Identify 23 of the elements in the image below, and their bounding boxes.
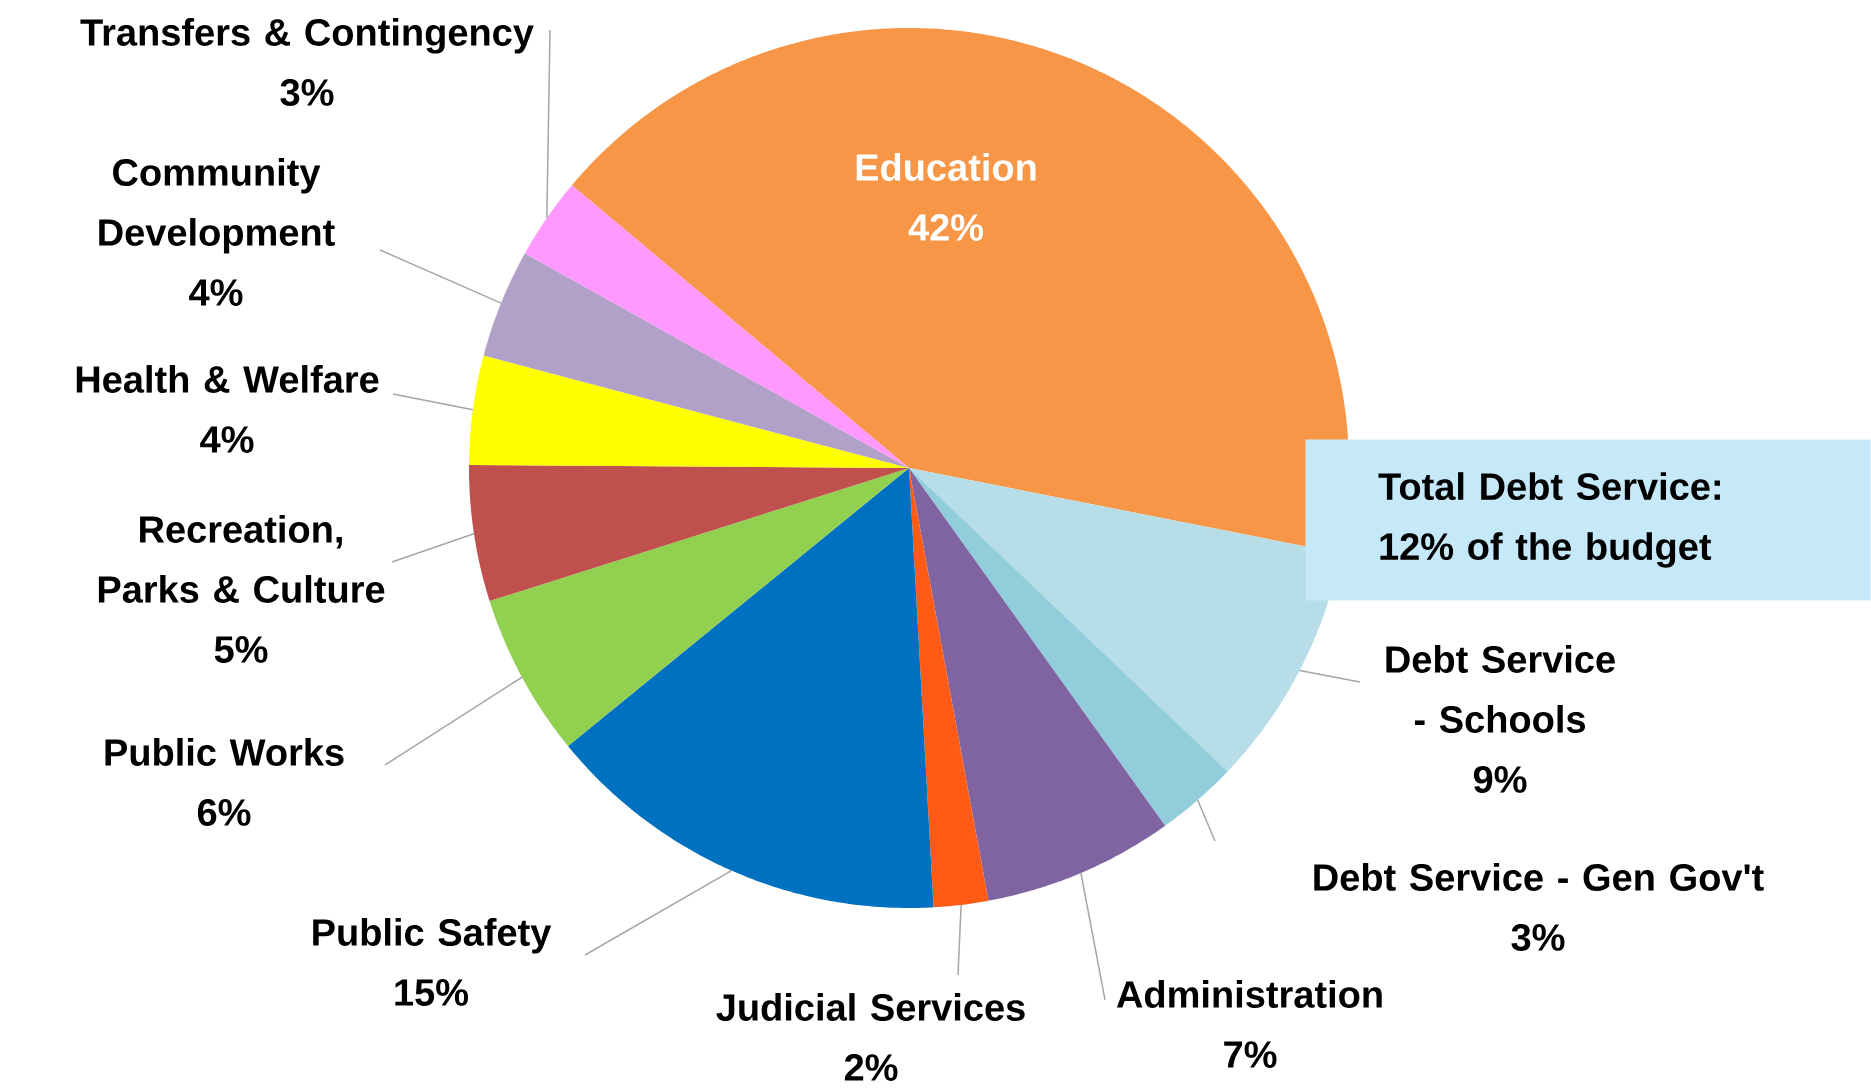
slice-label: Community Development	[99, 158, 335, 254]
slice-label: Debt Service - Schools	[1386, 645, 1615, 733]
slice-label: Transfers & Contingency	[80, 18, 534, 54]
data-label: 15%	[395, 979, 469, 1006]
slice-label: Health & Welfare	[76, 365, 379, 393]
data-label: 9%	[1473, 766, 1527, 793]
slice-label: Judicial Services	[716, 993, 1025, 1021]
data-label: 3%	[280, 79, 334, 106]
text: Total Debt Service: 12% of the budget	[1378, 472, 1720, 568]
slice-label: Public Safety	[313, 918, 552, 954]
data-label: 7%	[1224, 1041, 1277, 1068]
data-label: 42%	[908, 214, 984, 241]
slice-label: Debt Service - Gen Gov't	[1314, 863, 1764, 891]
data-label: 4%	[200, 426, 254, 453]
data-label: 6%	[197, 799, 251, 826]
slice-label: Recreation, Parks & Culture	[98, 515, 385, 603]
slice-label: Education	[856, 153, 1036, 181]
data-label: 4%	[189, 279, 243, 306]
data-label: 5%	[214, 636, 268, 663]
slice-label: Administration	[1116, 980, 1382, 1008]
data-label: 3%	[1511, 924, 1565, 951]
slice-label: Public Works	[105, 738, 344, 766]
data-label: 2%	[844, 1054, 898, 1081]
